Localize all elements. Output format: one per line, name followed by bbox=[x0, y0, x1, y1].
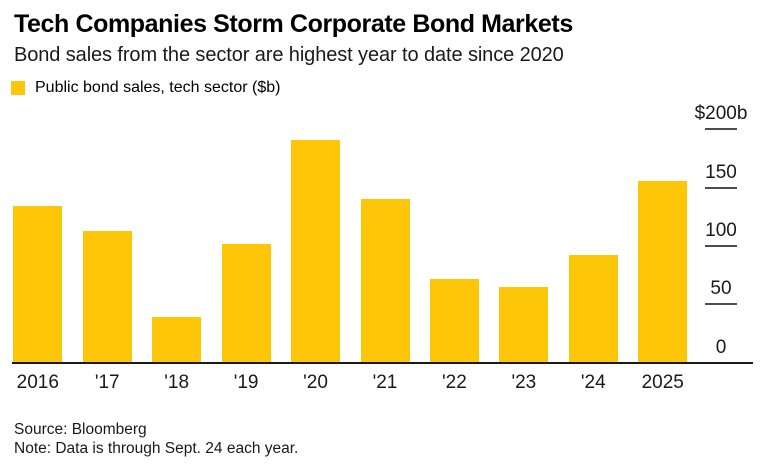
x-tick-label: '22 bbox=[442, 372, 467, 393]
y-tick-label: 100 bbox=[705, 219, 737, 241]
chart-subtitle: Bond sales from the sector are highest y… bbox=[14, 44, 564, 66]
x-tick-label: 2025 bbox=[641, 372, 684, 393]
x-tick-label: '19 bbox=[233, 372, 259, 393]
y-tick-mark bbox=[705, 186, 737, 189]
bar-22 bbox=[429, 278, 479, 363]
legend-swatch-icon bbox=[11, 81, 25, 95]
y-tick-label: 0 bbox=[715, 336, 727, 358]
bar-17 bbox=[82, 230, 132, 363]
bar-21 bbox=[360, 199, 410, 363]
x-tick-label: '17 bbox=[94, 372, 120, 393]
y-tick-label: 50 bbox=[710, 278, 732, 300]
x-tick-label: '21 bbox=[372, 372, 398, 393]
y-tick-label: $200b bbox=[694, 103, 748, 125]
x-tick-label: '23 bbox=[511, 372, 537, 393]
footer: Source: Bloomberg Note: Data is through … bbox=[14, 420, 298, 458]
y-tick-mark bbox=[705, 244, 737, 247]
bar-18 bbox=[152, 317, 202, 363]
bar-20 bbox=[291, 139, 341, 363]
data-note: Note: Data is through Sept. 24 each year… bbox=[14, 440, 299, 457]
x-tick-label: 2016 bbox=[16, 372, 59, 393]
legend-label: Public bond sales, tech sector ($b) bbox=[35, 79, 281, 96]
source-note: Source: Bloomberg bbox=[14, 421, 147, 438]
chart-title: Tech Companies Storm Corporate Bond Mark… bbox=[14, 10, 573, 38]
bar-19 bbox=[221, 243, 271, 363]
x-axis-line bbox=[12, 361, 753, 364]
y-tick-label: 150 bbox=[705, 161, 737, 183]
y-tick-mark bbox=[705, 303, 737, 306]
bar-2016 bbox=[13, 206, 63, 363]
bar-23 bbox=[499, 286, 549, 363]
x-tick-label: '24 bbox=[580, 372, 606, 393]
legend: Public bond sales, tech sector ($b) bbox=[11, 79, 280, 97]
bar-24 bbox=[568, 255, 618, 363]
x-tick-label: '20 bbox=[303, 372, 328, 393]
y-tick-mark bbox=[705, 128, 737, 131]
x-tick-label: '18 bbox=[164, 372, 190, 393]
bar-2025 bbox=[638, 180, 688, 363]
